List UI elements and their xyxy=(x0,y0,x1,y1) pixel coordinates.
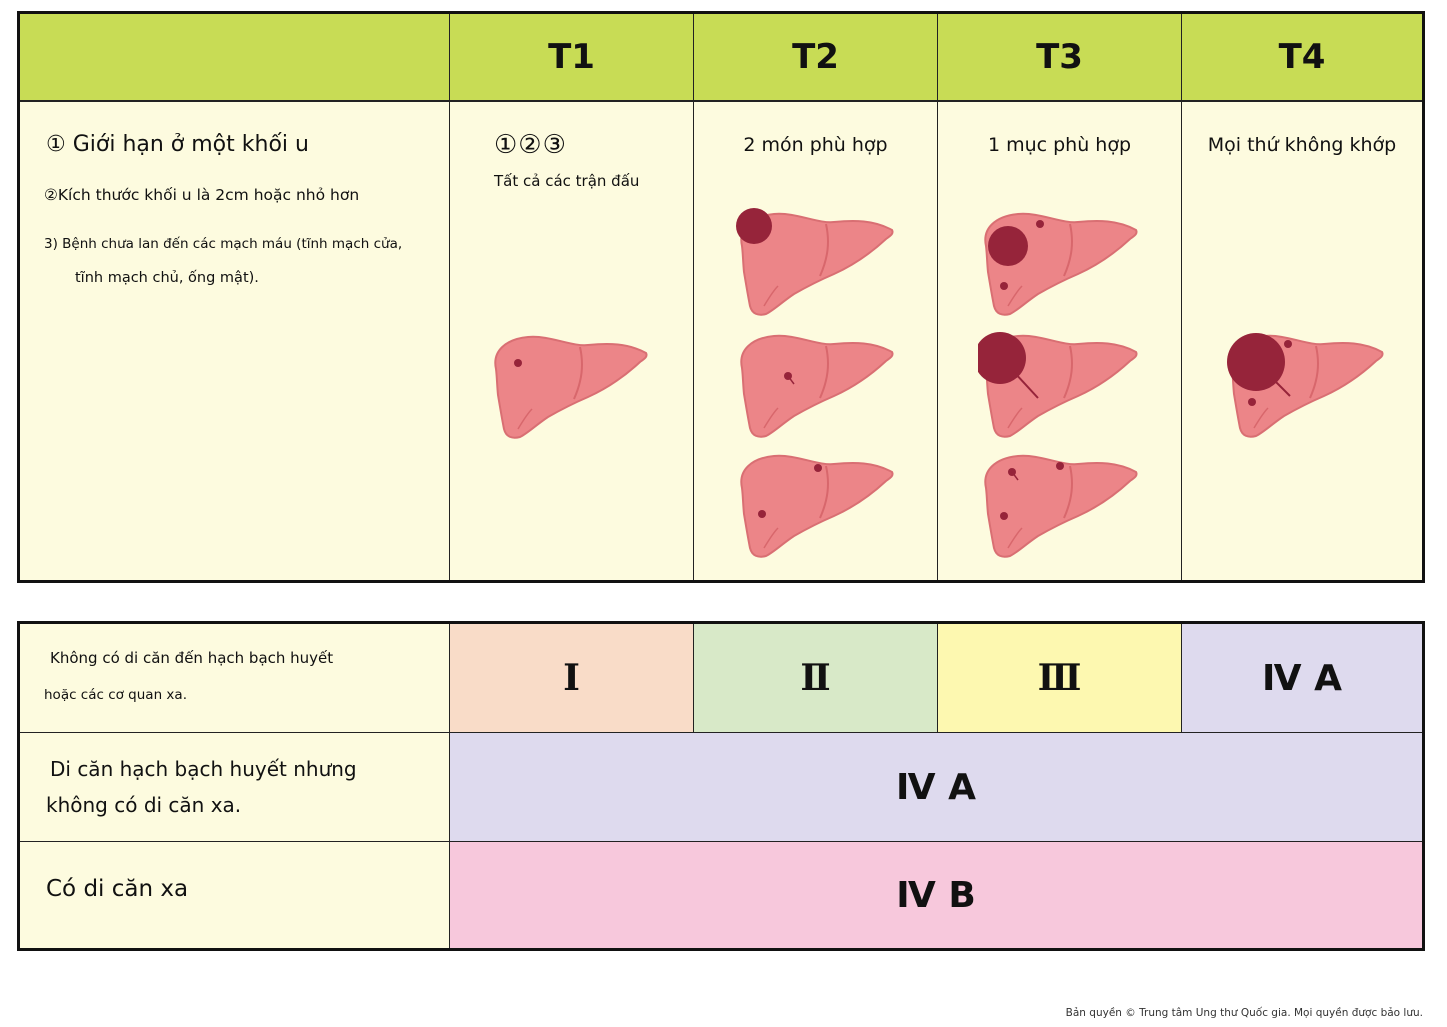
tumor-dot xyxy=(758,510,766,518)
liver-illustration xyxy=(1227,333,1384,438)
tumor-dot xyxy=(1000,282,1008,290)
t1-label: Tất cả các trận đấu xyxy=(494,172,640,190)
row-no-metastasis-label: Không có di căn đến hạch bạch huyết hoặc… xyxy=(20,624,450,733)
header-t3: T3 xyxy=(938,14,1182,102)
t1-cell: ①②③ Tất cả các trận đấu xyxy=(450,102,694,580)
large-tumor xyxy=(988,226,1028,266)
large-tumor xyxy=(978,332,1026,384)
criterion-3-line-1: 3) Bệnh chưa lan đến các mạch máu (tĩnh … xyxy=(44,236,403,252)
t4-label: Mọi thứ không khớp xyxy=(1207,134,1397,156)
header-t4: T4 xyxy=(1182,14,1422,102)
tumor-dot xyxy=(1284,340,1292,348)
criterion-2: ②Kích thước khối u là 2cm hoặc nhỏ hơn xyxy=(44,186,360,204)
stage-II-cell: Ⅱ xyxy=(694,624,938,733)
row2-label-line1: Di căn hạch bạch huyết nhưng xyxy=(50,757,357,781)
tumor-dot xyxy=(1056,462,1064,470)
liver-illustration xyxy=(978,332,1138,438)
row1-label-line2: hoặc các cơ quan xa. xyxy=(44,687,187,703)
tumor-dot xyxy=(814,464,822,472)
tumor-dot xyxy=(1000,512,1008,520)
liver-illustration xyxy=(740,454,894,558)
liver-illustration xyxy=(494,335,648,439)
header-t2: T2 xyxy=(694,14,938,102)
copyright-notice: Bản quyền © Trung tâm Ung thư Quốc gia. … xyxy=(1065,1007,1423,1019)
row3-label: Có di căn xa xyxy=(46,876,189,902)
stage-IVA-wide-cell: Ⅳ A xyxy=(450,733,1422,842)
t-stage-table: T1 T2 T3 T4 ① Giới hạn ở một khối u ②Kíc… xyxy=(17,11,1425,583)
stage-I-cell: I xyxy=(450,624,694,733)
vessel-invasion-line xyxy=(1271,377,1291,397)
liver-illustration xyxy=(736,208,894,316)
t4-cell: Mọi thứ không khớp xyxy=(1182,102,1422,580)
t2-cell: 2 món phù hợp xyxy=(694,102,938,580)
large-tumor xyxy=(736,208,772,244)
stage-III-cell: Ⅲ xyxy=(938,624,1182,733)
header-empty-cell xyxy=(20,14,450,102)
criteria-cell: ① Giới hạn ở một khối u ②Kích thước khối… xyxy=(20,102,450,580)
stage-IVA-cell: Ⅳ A xyxy=(1182,624,1422,733)
liver-illustration xyxy=(984,212,1138,316)
criterion-1: ① Giới hạn ở một khối u xyxy=(46,132,309,157)
vessel-invasion-line xyxy=(787,375,795,385)
row2-label-line2: không có di căn xa. xyxy=(46,793,242,817)
criterion-3-line-2: tĩnh mạch chủ, ống mật). xyxy=(75,270,259,286)
tumor-dot xyxy=(514,359,522,367)
vessel-invasion-line xyxy=(1013,371,1039,399)
tumor-dot xyxy=(1036,220,1044,228)
t3-label: 1 mục phù hợp xyxy=(987,134,1132,156)
liver-illustration xyxy=(740,334,894,438)
liver-illustration xyxy=(984,454,1138,558)
large-tumor xyxy=(1227,333,1285,391)
t1-criteria-numbers: ①②③ xyxy=(494,130,567,160)
row1-label-line1: Không có di căn đến hạch bạch huyết xyxy=(50,649,334,667)
stage-IVB-wide-cell: Ⅳ B xyxy=(450,842,1422,948)
row-lymph-node-metastasis-label: Di căn hạch bạch huyết nhưng không có di… xyxy=(20,733,450,842)
tumor-dot xyxy=(1248,398,1256,406)
stage-table: Không có di căn đến hạch bạch huyết hoặc… xyxy=(17,621,1425,951)
t2-label: 2 món phù hợp xyxy=(743,134,888,156)
header-t1: T1 xyxy=(450,14,694,102)
row-distant-metastasis-label: Có di căn xa xyxy=(20,842,450,948)
vessel-invasion-line xyxy=(1011,471,1019,481)
t3-cell: 1 mục phù hợp xyxy=(938,102,1182,580)
